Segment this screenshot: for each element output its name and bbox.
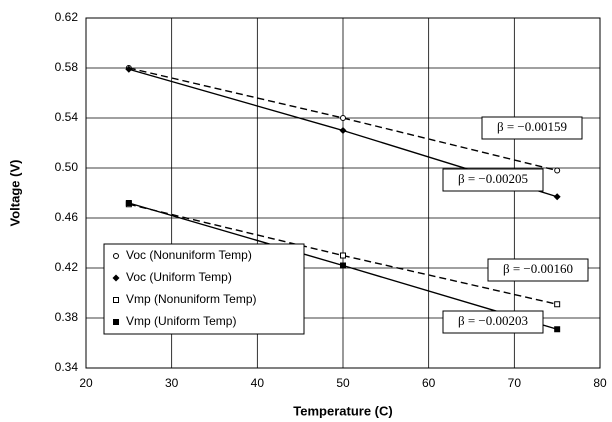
marker — [554, 167, 561, 174]
marker — [554, 326, 561, 333]
annotation: β = −0.00205 — [458, 171, 528, 186]
marker — [340, 262, 346, 269]
annotation: β = −0.00160 — [503, 261, 573, 276]
x-tick-label: 40 — [251, 376, 265, 390]
x-tick-label: 80 — [593, 376, 607, 390]
y-tick-label: 0.62 — [55, 10, 79, 24]
y-tick-label: 0.46 — [55, 210, 79, 224]
marker — [125, 65, 133, 73]
x-tick-label: 50 — [336, 376, 350, 390]
y-tick-label: 0.58 — [55, 60, 79, 74]
marker — [339, 127, 347, 134]
marker — [125, 200, 132, 206]
annotation-box — [481, 116, 583, 140]
y-tick-label: 0.38 — [55, 310, 79, 324]
y-tick-label: 0.42 — [55, 260, 79, 274]
y-tick-label: 0.54 — [55, 110, 79, 124]
x-axis-title: Temperature (C) — [293, 403, 392, 418]
annotation: β = −0.00159 — [497, 119, 567, 134]
annotation-box — [487, 258, 589, 282]
marker — [554, 301, 561, 308]
annotation-box — [442, 310, 544, 334]
annotation-box — [442, 168, 544, 192]
legend-label: Vmp (Nonuniform Temp) — [126, 292, 257, 306]
legend-marker — [113, 297, 119, 303]
y-tick-label: 0.50 — [55, 160, 79, 174]
legend-label: Vmp (Uniform Temp) — [126, 314, 236, 328]
marker — [553, 193, 561, 201]
x-tick-label: 20 — [79, 376, 93, 390]
legend-marker — [113, 319, 119, 325]
legend-box — [103, 243, 305, 335]
x-tick-label: 60 — [422, 376, 436, 390]
marker — [340, 115, 346, 121]
annotation: β = −0.00203 — [458, 313, 528, 328]
trend-line — [128, 67, 558, 172]
y-tick-label: 0.34 — [55, 360, 79, 374]
legend-label: Voc (Nonuniform Temp) — [126, 248, 252, 262]
legend-label: Voc (Uniform Temp) — [126, 270, 232, 284]
x-tick-label: 70 — [508, 376, 522, 390]
marker — [340, 252, 346, 259]
legend-marker — [112, 274, 120, 282]
y-axis-title: Voltage (V) — [7, 160, 22, 227]
x-tick-label: 30 — [165, 376, 179, 390]
legend-marker — [113, 253, 119, 259]
